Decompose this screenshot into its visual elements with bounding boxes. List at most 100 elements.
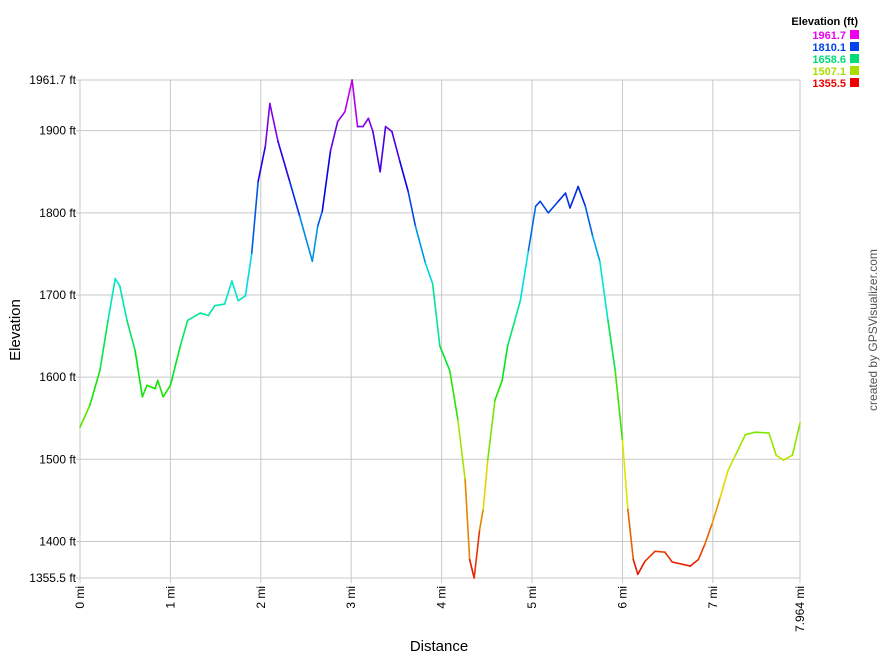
line-segment — [527, 205, 537, 252]
x-tick-label: 3 mi — [344, 586, 358, 609]
line-segment — [703, 523, 713, 546]
line-segment — [671, 561, 692, 567]
line-segment — [711, 497, 721, 525]
line-segment — [154, 379, 159, 390]
line-segment — [244, 252, 253, 297]
legend-entry-label: 1658.6 — [812, 54, 846, 66]
grid — [76, 79, 801, 583]
line-segment — [384, 125, 393, 133]
legend-entry-label: 1810.1 — [812, 42, 846, 54]
line-segment — [494, 379, 503, 401]
x-tick-label: 6 mi — [615, 586, 629, 609]
y-tick-label: 1500 ft — [39, 452, 76, 466]
line-segment — [614, 369, 624, 442]
line-segment — [557, 192, 567, 203]
line-segment — [734, 433, 747, 456]
line-segment — [439, 345, 451, 372]
line-segment — [547, 200, 560, 214]
y-tick-label: 1700 ft — [39, 288, 76, 302]
legend-swatch — [850, 42, 859, 51]
line-segment — [637, 560, 646, 576]
line-segment — [186, 312, 202, 322]
line-segment — [782, 454, 794, 461]
line-segment — [632, 558, 639, 576]
x-tick-label: 7 mi — [706, 586, 720, 609]
line-segment — [264, 102, 271, 148]
x-tick-labels: 0 mi 1 mi 2 mi 3 mi 4 mi 5 mi 6 mi 7 mi 7.964 mi — [73, 586, 807, 632]
line-segment — [362, 117, 370, 128]
line-segment — [223, 280, 233, 305]
y-tick-label: 1355.5 ft — [29, 571, 76, 585]
line-segment — [213, 303, 226, 307]
line-segment — [126, 319, 136, 352]
line-segment — [727, 454, 737, 471]
elevation-line — [79, 79, 801, 579]
line-segment — [207, 304, 216, 317]
y-tick-label: 1400 ft — [39, 534, 76, 548]
line-segment — [329, 120, 339, 153]
line-segment — [468, 558, 475, 579]
line-segment — [89, 369, 101, 406]
legend-entry-label: 1507.1 — [812, 66, 846, 78]
line-segment — [501, 345, 509, 382]
legend-swatch — [850, 30, 859, 39]
line-segment — [431, 282, 441, 347]
line-segment — [399, 161, 409, 193]
line-segment — [156, 379, 164, 398]
x-tick-label: 4 mi — [435, 586, 449, 609]
line-segment — [231, 280, 240, 302]
legend-title: Elevation (ft) — [791, 16, 858, 28]
line-segment — [644, 550, 656, 562]
line-segment — [719, 469, 730, 499]
y-axis-label: Elevation — [7, 299, 24, 361]
line-segment — [599, 260, 609, 322]
credit-text: created by GPSVisualizer.com — [866, 249, 880, 411]
line-segment — [316, 210, 324, 227]
line-segment — [298, 215, 314, 263]
line-segment — [654, 550, 666, 553]
line-segment — [424, 262, 434, 285]
line-segment — [514, 299, 522, 322]
line-segment — [407, 190, 417, 227]
line-segment — [372, 130, 381, 173]
line-segment — [775, 454, 785, 461]
line-segment — [414, 225, 427, 264]
x-tick-label: 0 mi — [73, 586, 87, 609]
line-segment — [237, 295, 247, 302]
line-segment — [577, 185, 587, 208]
line-segment — [539, 200, 550, 214]
line-segment — [697, 543, 706, 561]
line-segment — [199, 312, 210, 317]
line-segment — [99, 319, 109, 372]
legend-swatch — [850, 78, 859, 87]
line-segment — [457, 419, 466, 481]
x-tick-label: 7.964 mi — [793, 586, 807, 632]
legend-swatch — [850, 66, 859, 75]
line-segment — [448, 369, 459, 421]
x-tick-label: 2 mi — [254, 586, 268, 609]
line-segment — [118, 285, 128, 322]
line-segment — [162, 384, 172, 398]
line-segment — [482, 459, 489, 511]
legend-entry-label: 1961.7 — [812, 30, 846, 42]
line-segment — [744, 431, 757, 436]
line-segment — [321, 150, 332, 212]
line-segment — [584, 205, 594, 237]
line-segment — [564, 192, 571, 209]
y-tick-label: 1600 ft — [39, 370, 76, 384]
line-segment — [367, 117, 374, 133]
line-segment — [534, 200, 541, 208]
line-segment — [754, 431, 770, 434]
line-segment — [486, 399, 496, 461]
line-segment — [791, 422, 801, 456]
line-segment — [257, 145, 267, 183]
x-axis-label: Distance — [410, 638, 468, 655]
line-segment — [79, 404, 91, 429]
line-segment — [478, 508, 485, 531]
line-segment — [169, 345, 182, 387]
line-segment — [464, 479, 471, 561]
line-segment — [311, 225, 319, 263]
line-segment — [179, 319, 189, 347]
